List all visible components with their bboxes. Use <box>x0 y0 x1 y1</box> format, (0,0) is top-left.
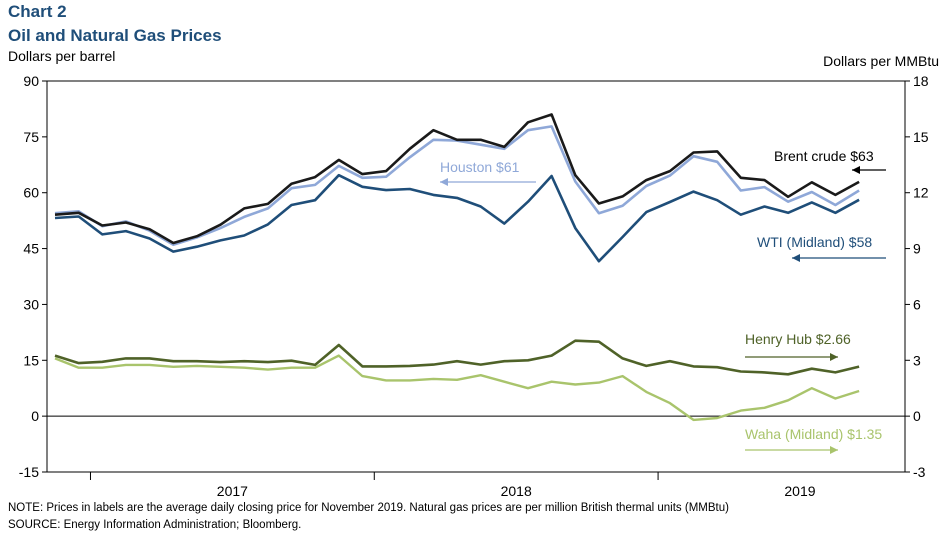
right-axis-tick-label: 9 <box>913 241 921 257</box>
left-axis-tick-label: 60 <box>23 185 39 201</box>
annotation-arrow-head <box>792 254 800 262</box>
left-axis-label: Dollars per barrel <box>8 48 116 64</box>
right-axis-tick-label: 18 <box>913 73 929 89</box>
left-axis-tick-label: -15 <box>19 464 39 480</box>
annotation-label: Waha (Midland) $1.35 <box>745 426 882 442</box>
annotation-arrow-head <box>830 353 838 361</box>
right-axis-tick-label: 6 <box>913 296 921 312</box>
left-axis-tick-label: 30 <box>23 296 39 312</box>
chart-note: NOTE: Prices in labels are the average d… <box>8 502 729 514</box>
annotation-label: Henry Hub $2.66 <box>745 331 851 347</box>
annotation-label: WTI (Midland) $58 <box>757 234 872 250</box>
left-axis-tick-label: 75 <box>23 129 39 145</box>
right-axis-tick-label: 3 <box>913 352 921 368</box>
right-axis-tick-label: 0 <box>913 408 921 424</box>
chart-number: Chart 2 <box>8 2 67 21</box>
series-line-waha-midland <box>54 354 860 422</box>
left-axis-tick-label: 90 <box>23 73 39 89</box>
right-axis-label: Dollars per MMBtu <box>823 53 939 69</box>
annotation-label: Houston $61 <box>440 159 520 175</box>
series-line-houston <box>54 125 860 247</box>
left-axis-tick-label: 45 <box>23 241 39 257</box>
right-axis-tick-label: -3 <box>913 464 926 480</box>
plot-frame <box>46 80 906 473</box>
series-line-wti-midland <box>54 173 860 263</box>
chart-source: SOURCE: Energy Information Administratio… <box>8 519 302 531</box>
annotation-arrow-head <box>440 178 448 186</box>
series-line-brent-crude <box>54 113 860 245</box>
x-axis-tick-label: 2019 <box>784 483 815 499</box>
annotation-arrow-head <box>830 446 838 454</box>
left-axis-tick-label: 0 <box>31 408 39 424</box>
x-axis-tick-label: 2017 <box>217 483 248 499</box>
x-axis-tick-label: 2018 <box>501 483 532 499</box>
left-axis-tick-label: 15 <box>23 352 39 368</box>
right-axis-tick-label: 12 <box>913 185 929 201</box>
annotation-arrow-head <box>852 166 860 174</box>
annotation-label: Brent crude $63 <box>774 148 874 164</box>
series-line-henry-hub <box>54 339 860 376</box>
right-axis-tick-label: 15 <box>913 129 929 145</box>
chart-title: Oil and Natural Gas Prices <box>8 26 222 45</box>
